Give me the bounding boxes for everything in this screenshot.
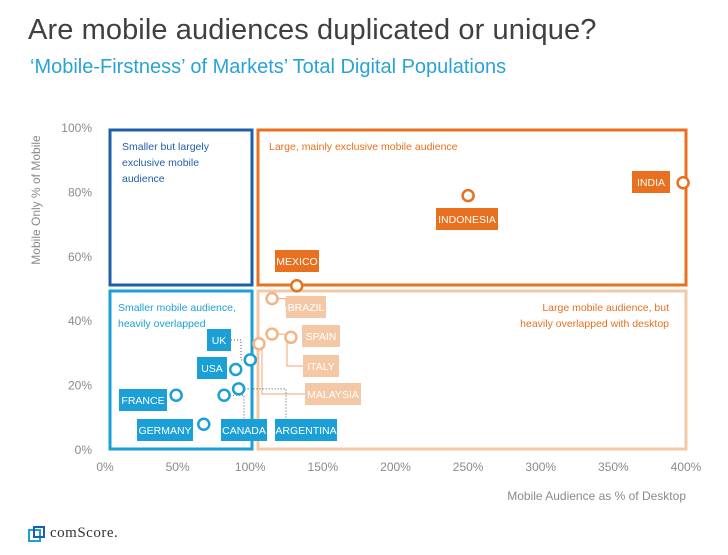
quadrant-box-bottom-right — [256, 289, 688, 451]
point-label-box — [221, 419, 267, 441]
point-label-text: SPAIN — [306, 331, 337, 343]
point-label-box — [302, 325, 340, 347]
point-label-box — [207, 329, 231, 351]
chart-subtitle: ‘Mobile-Firstness’ of Markets’ Total Dig… — [30, 56, 507, 78]
data-points — [169, 175, 690, 431]
y-axis-label: Mobile Only % of Mobile — [29, 135, 43, 265]
comscore-logo: comScore. — [28, 525, 118, 542]
quadrant-label-line: Large mobile audience, but — [542, 302, 669, 314]
point-label-text: ARGENTINA — [275, 425, 336, 437]
quadrant-label-top-left: Smaller but largely exclusive mobile audie… — [122, 141, 210, 185]
quadrant-label-bottom-right: Large mobile audience, but heavily overla… — [520, 302, 669, 330]
data-point-brazil — [265, 291, 279, 306]
point-label-text: UK — [212, 335, 227, 347]
quadrant-label-line: exclusive mobile — [122, 157, 199, 169]
point-label-box — [305, 383, 361, 405]
x-tick-label: 50% — [166, 460, 190, 474]
point-label-text: FRANCE — [121, 395, 164, 407]
y-tick-label: 100% — [61, 121, 92, 135]
data-point-france — [169, 388, 183, 403]
point-label-box — [275, 250, 319, 272]
data-point-malaysia — [252, 336, 266, 351]
logo-text: comScore. — [50, 525, 119, 541]
y-tick-label: 60% — [68, 250, 92, 264]
x-tick-label: 400% — [671, 460, 702, 474]
point-label-text: CANADA — [222, 425, 266, 437]
quadrant-box-top-left — [108, 128, 254, 287]
quadrant-label-top-right: Large, mainly exclusive mobile audience — [269, 141, 458, 153]
point-label-box — [119, 389, 167, 411]
data-point-argentina — [231, 382, 246, 396]
quadrant-label-line: Smaller mobile audience, — [118, 302, 236, 314]
quadrant-label-line: Smaller but largely — [122, 141, 210, 153]
x-tick-label: 350% — [598, 460, 629, 474]
y-axis-ticks: 0% 20% 40% 60% 80% 100% — [61, 121, 92, 457]
x-tick-label: 150% — [308, 460, 339, 474]
y-tick-label: 40% — [68, 314, 92, 328]
quadrant-box-bottom-left — [108, 289, 254, 451]
leader-line — [258, 343, 305, 395]
quadrant-label-line: Large, mainly exclusive mobile audience — [269, 141, 458, 153]
data-point-usa — [228, 362, 243, 377]
x-tick-label: 200% — [380, 460, 411, 474]
point-label-text: MALAYSIA — [307, 389, 359, 401]
data-point-spain — [284, 330, 298, 345]
point-label-text: GERMANY — [138, 425, 191, 437]
point-labels: INDIA INDONESIA MEXICO BRAZIL SPAIN ITALY MALA… — [119, 171, 670, 441]
point-label-text: INDONESIA — [438, 214, 496, 226]
quadrant-label-line: heavily overlapped — [118, 318, 206, 330]
logo-mark-icon — [28, 525, 45, 542]
x-tick-label: 250% — [453, 460, 484, 474]
point-label-box — [436, 208, 498, 230]
leader-line — [272, 333, 303, 367]
point-label-text: MEXICO — [276, 256, 317, 268]
point-label-text: USA — [201, 363, 223, 375]
y-tick-label: 20% — [68, 379, 92, 393]
data-point-germany — [197, 417, 211, 431]
data-point-italy — [265, 327, 279, 341]
point-label-box — [137, 419, 193, 441]
quadrant-label-line: heavily overlapped with desktop — [520, 318, 669, 330]
point-label-text: ITALY — [307, 361, 335, 373]
quadrant-label-bottom-left: Smaller mobile audience, heavily overlapp… — [118, 302, 236, 330]
x-tick-label: 300% — [525, 460, 556, 474]
data-point-uk — [243, 353, 257, 367]
point-label-box — [303, 355, 339, 377]
point-label-box — [632, 171, 670, 193]
x-axis-ticks: 0% 50% 100% 150% 200% 250% 300% 350% 400% — [96, 460, 701, 474]
point-label-text: INDIA — [637, 177, 665, 189]
x-tick-label: 0% — [96, 460, 114, 474]
data-point-indonesia — [461, 188, 475, 203]
point-label-box — [286, 296, 326, 318]
quadrant-box-top-right — [256, 128, 688, 287]
y-tick-label: 0% — [75, 443, 93, 457]
point-label-text: BRAZIL — [288, 302, 325, 314]
point-label-box — [275, 419, 337, 441]
quadrant-label-line: audience — [122, 173, 165, 185]
data-point-canada — [217, 388, 231, 403]
scatter-chart: Smaller but largely exclusive mobile audie… — [29, 121, 702, 503]
leader-line — [238, 388, 287, 420]
data-point-india — [676, 175, 690, 190]
x-tick-label: 100% — [235, 460, 266, 474]
x-axis-label: Mobile Audience as % of Desktop — [507, 489, 686, 503]
chart-title: Are mobile audiences duplicated or uniqu… — [28, 14, 597, 46]
y-tick-label: 80% — [68, 185, 92, 199]
point-label-box — [197, 357, 227, 379]
data-point-mexico — [289, 279, 304, 293]
